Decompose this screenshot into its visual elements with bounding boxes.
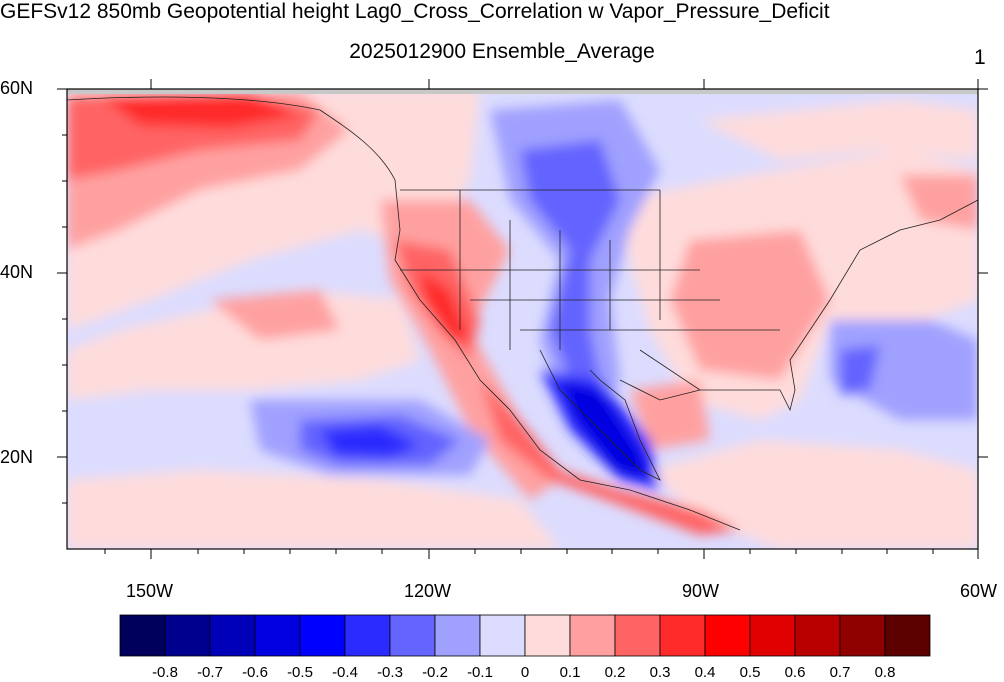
region-pos-se-us: [670, 230, 830, 380]
minor-ticks: [62, 134, 934, 554]
colorbar-swatch: [524, 614, 571, 657]
colorbar-swatch: [344, 614, 391, 657]
colorbar-tick-label: 0.5: [739, 664, 761, 681]
colorbar-swatch: [614, 614, 661, 657]
region-neg-atlantic: [830, 320, 978, 420]
colorbar-tick-label: 0: [520, 664, 530, 681]
region-pos-caribbean: [650, 440, 978, 549]
colorbar-swatch: [704, 614, 751, 657]
region-pos-south-pacific: [67, 470, 560, 549]
lon-label-120w: 120W: [404, 581, 452, 601]
colorbar-swatch: [389, 614, 436, 657]
colorbar-swatch: [479, 614, 526, 657]
region-pos-labrador: [900, 175, 978, 230]
lat-label-40n: 40N: [0, 262, 34, 282]
lon-label-150w: 150W: [126, 581, 174, 601]
panel-number: 1: [974, 46, 986, 69]
colorbar-tick-label: 0.2: [604, 664, 626, 681]
colorbar-tick-label: -0.6: [242, 664, 268, 681]
colorbar-tick-label: -0.4: [332, 664, 358, 681]
lat-label-60n: 60N: [0, 78, 34, 98]
region-neg-high-plains: [520, 140, 620, 380]
colorbar-swatch: [884, 614, 931, 657]
colorbar-swatch: [659, 614, 706, 657]
lon-label-60w: 60W: [960, 581, 998, 601]
colorbar-tick-label: 0.7: [829, 664, 851, 681]
axis-ticks: [57, 79, 988, 559]
colorbar-swatch: [254, 614, 301, 657]
lat-label-20n: 20N: [0, 447, 34, 467]
colorbar-tick-label: -0.8: [152, 664, 178, 681]
colorbar-tick-label: -0.7: [197, 664, 223, 681]
colorbar-tick-label: -0.2: [422, 664, 448, 681]
colorbar: [119, 614, 931, 657]
colorbar-swatch: [839, 614, 886, 657]
colorbar-tick-label: 0.3: [649, 664, 671, 681]
colorbar-swatch: [164, 614, 211, 657]
region-neg-atlantic-core: [840, 345, 880, 395]
colorbar-tick-label: 0.6: [784, 664, 806, 681]
region-pos-gulf: [630, 380, 710, 450]
colorbar-tick-label: -0.5: [287, 664, 313, 681]
region-pos-calif-peak: [420, 270, 470, 340]
region-pos-atlantic: [700, 100, 978, 160]
colorbar-swatch: [119, 614, 166, 657]
region-pos-alaska-peak: [100, 92, 300, 128]
region-pos-central-pacific: [210, 290, 340, 340]
colorbar-swatch: [434, 614, 481, 657]
lon-label-90w: 90W: [682, 581, 720, 601]
colorbar-tick-label: 0.4: [694, 664, 716, 681]
colorbar-swatch: [794, 614, 841, 657]
colorbar-tick-label: -0.3: [377, 664, 403, 681]
correlation-field: [67, 89, 978, 549]
colorbar-tick-label: 0.1: [559, 664, 581, 681]
region-neg-mexico-core: [560, 380, 650, 480]
colorbar-tick-label: 0.8: [874, 664, 896, 681]
colorbar-swatch: [209, 614, 256, 657]
region-neg-pacific-center: [320, 425, 420, 458]
coastlines: [67, 96, 978, 531]
colorbar-swatch: [749, 614, 796, 657]
colorbar-swatch: [569, 614, 616, 657]
colorbar-tick-label: -0.1: [467, 664, 493, 681]
colorbar-swatch: [299, 614, 346, 657]
figure-title: GEFSv12 850mb Geopotential height Lag0_C…: [0, 0, 830, 23]
figure-subtitle: 2025012900 Ensemble_Average: [349, 40, 655, 63]
